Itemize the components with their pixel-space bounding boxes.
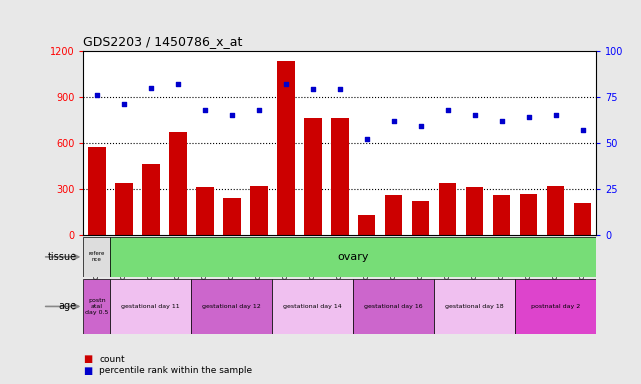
Text: gestational day 16: gestational day 16	[364, 304, 423, 309]
Bar	[196, 187, 213, 235]
Point	[146, 84, 156, 91]
Point	[308, 86, 318, 93]
Bar	[358, 215, 376, 235]
Point	[199, 107, 210, 113]
Bar	[434, 279, 515, 334]
Bar	[272, 279, 353, 334]
Text: GDS2203 / 1450786_x_at: GDS2203 / 1450786_x_at	[83, 35, 243, 48]
Bar	[574, 203, 592, 235]
Point	[335, 86, 345, 93]
Bar	[547, 186, 565, 235]
Bar	[439, 183, 456, 235]
Point	[92, 92, 102, 98]
Point	[362, 136, 372, 142]
Text: refere
nce: refere nce	[88, 252, 105, 262]
Point	[578, 127, 588, 133]
Point	[254, 107, 264, 113]
Bar	[83, 237, 110, 277]
Text: age: age	[59, 301, 77, 311]
Text: postnatal day 2: postnatal day 2	[531, 304, 580, 309]
Point	[227, 112, 237, 118]
Text: tissue: tissue	[48, 252, 77, 262]
Bar	[353, 279, 434, 334]
Bar	[115, 183, 133, 235]
Point	[470, 112, 480, 118]
Bar	[223, 198, 240, 235]
Text: gestational day 18: gestational day 18	[445, 304, 504, 309]
Point	[119, 101, 129, 107]
Text: gestational day 11: gestational day 11	[122, 304, 180, 309]
Text: ■: ■	[83, 354, 92, 364]
Point	[524, 114, 534, 120]
Bar	[83, 279, 110, 334]
Bar	[277, 61, 294, 235]
Text: gestational day 12: gestational day 12	[203, 304, 261, 309]
Bar	[110, 279, 191, 334]
Bar	[385, 195, 403, 235]
Bar	[331, 118, 349, 235]
Bar	[520, 194, 537, 235]
Text: postn
atal
day 0.5: postn atal day 0.5	[85, 298, 108, 315]
Text: percentile rank within the sample: percentile rank within the sample	[99, 366, 253, 375]
Bar	[412, 201, 429, 235]
Bar	[191, 279, 272, 334]
Text: ovary: ovary	[337, 252, 369, 262]
Point	[551, 112, 561, 118]
Bar	[169, 132, 187, 235]
Bar	[466, 187, 483, 235]
Bar	[250, 186, 267, 235]
Point	[497, 118, 507, 124]
Bar	[142, 164, 160, 235]
Point	[281, 81, 291, 87]
Text: gestational day 14: gestational day 14	[283, 304, 342, 309]
Bar	[515, 279, 596, 334]
Text: count: count	[99, 354, 125, 364]
Bar	[493, 195, 510, 235]
Point	[172, 81, 183, 87]
Point	[442, 107, 453, 113]
Bar	[88, 147, 106, 235]
Point	[415, 123, 426, 129]
Point	[388, 118, 399, 124]
Text: ■: ■	[83, 366, 92, 376]
Bar	[304, 118, 322, 235]
